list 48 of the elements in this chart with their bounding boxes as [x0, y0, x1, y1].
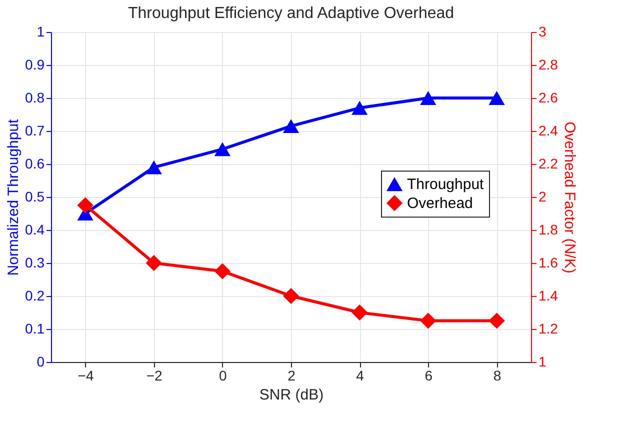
x-tick-label: 4: [356, 368, 364, 384]
point: [146, 254, 162, 272]
x-tick-label: 0: [219, 368, 228, 384]
y2-tick-label: 1.8: [538, 222, 558, 238]
y2-tick-label: 3: [538, 24, 546, 40]
point: [214, 142, 230, 156]
y2-tick-label: 2.8: [538, 56, 558, 72]
x-tick-label: −2: [146, 368, 163, 384]
y2-tick-label: 1.2: [538, 320, 558, 336]
x-axis-title: SNR (dB): [259, 386, 324, 404]
legend-label: Overhead: [407, 195, 473, 212]
y-tick-label: 0.7: [25, 122, 45, 138]
y-tick-label: 0.4: [25, 222, 45, 238]
y-tick-label: 0.8: [25, 90, 45, 106]
y2-tick-label: 1.6: [538, 254, 558, 270]
y2-axis-title: Overhead Factor (N/K): [560, 122, 578, 274]
y2-tick-label: 2.6: [538, 90, 558, 106]
y-axis-title: Normalized Throughput: [5, 118, 22, 276]
y-tick-label: 0.2: [25, 288, 45, 304]
y2-tick-label: 1.4: [538, 288, 558, 304]
y-tick-label: 1: [36, 24, 45, 40]
x-tick-label: 6: [424, 368, 433, 384]
y2-tick-label: 2.2: [538, 156, 558, 172]
chart-title: Throughput Efficiency and Adaptive Overhead: [128, 5, 454, 22]
y-tick-label: 0.1: [25, 320, 45, 336]
point: [420, 312, 436, 329]
point: [352, 304, 368, 321]
x-tick-label: 8: [493, 368, 502, 384]
y2-tick-label: 2.4: [538, 122, 558, 138]
point: [146, 160, 162, 174]
legend-label: Throughput: [407, 176, 485, 194]
point: [214, 263, 230, 280]
x-tick-label: −4: [78, 368, 94, 384]
y-tick-label: 0.5: [25, 188, 45, 204]
point: [352, 100, 368, 115]
y-tick-label: 0: [36, 354, 45, 370]
point: [282, 288, 300, 304]
y-tick-label: 0.6: [25, 156, 45, 172]
point: [77, 197, 94, 214]
point: [420, 91, 436, 105]
point: [488, 312, 505, 329]
x-tick-label: 2: [288, 368, 296, 384]
point: [488, 91, 505, 105]
point: [282, 119, 300, 134]
y-tick-label: 0.9: [25, 56, 45, 72]
y-tick-label: 0.3: [25, 254, 45, 270]
y2-tick-label: 2: [538, 188, 546, 204]
y2-tick-label: 1: [538, 354, 546, 370]
